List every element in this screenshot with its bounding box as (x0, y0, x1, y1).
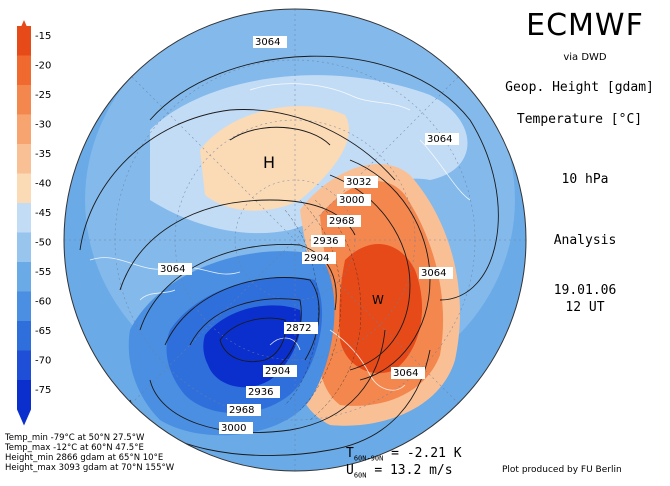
contour-label: 3000 (221, 423, 246, 434)
zonal-wind-index: U60N = 13.2 m/s (346, 463, 453, 480)
stat-temp-min: Temp_min -79°C at 50°N 27.5°W (5, 433, 145, 443)
temperature-colorbar: -15 -20 -25 -30 -35 -40 -45 -50 -55 -60 -65 -70 -75 (17, 20, 51, 426)
polar-temperature-index: T60N-90N = -2.21 K (346, 446, 462, 463)
colorbar-swatch (17, 173, 31, 203)
contour-label: 2968 (229, 405, 254, 416)
colorbar-label: -30 (35, 120, 51, 131)
source-note: via DWD (563, 52, 607, 63)
temp-area-40 (200, 106, 349, 211)
valid-date: 19.01.06 (553, 283, 617, 298)
colorbar-swatch (17, 114, 31, 144)
colorbar-label: -20 (35, 61, 51, 72)
colorbar-label: -65 (35, 326, 51, 337)
parameter-temperature: Temperature [°C] (516, 112, 643, 127)
index-t-label: T (346, 446, 354, 461)
colorbar-label: -75 (35, 385, 51, 396)
temp-area-20 (339, 243, 423, 374)
contour-label: 2968 (329, 216, 354, 227)
parameter-geopotential: Geop. Height [gdam] (505, 80, 654, 95)
index-t-value: = -2.21 K (391, 446, 462, 461)
colorbar-swatch (17, 85, 31, 115)
contour-label: 3064 (421, 268, 446, 279)
warm-center-symbol: W (372, 293, 384, 307)
colorbar-label: -60 (35, 297, 51, 308)
contour-label: 3064 (255, 37, 280, 48)
contour-label: 2872 (286, 323, 311, 334)
index-t-sub: 60N-90N (353, 454, 384, 463)
contour-label: 3064 (427, 134, 452, 145)
colorbar-swatch (17, 380, 31, 410)
contour-labels: 3064 3064 3064 3064 3032 3000 2968 2936 … (158, 36, 459, 434)
colorbar-label: -35 (35, 149, 51, 160)
product-kind: Analysis (553, 233, 617, 248)
colorbar-label: -45 (35, 208, 51, 219)
colorbar-swatch (17, 203, 31, 233)
high-pressure-symbol: H (263, 153, 275, 172)
contour-label: 3032 (346, 177, 371, 188)
colorbar-label: -25 (35, 90, 51, 101)
contour-label: 3000 (339, 195, 364, 206)
colorbar-swatch (17, 144, 31, 174)
stat-height-min: Height_min 2866 gdam at 65°N 10°E (5, 453, 164, 463)
map-outline (63, 8, 527, 472)
contour-label: 3064 (160, 264, 185, 275)
contour-label: 3064 (393, 368, 418, 379)
colorbar-swatch (17, 26, 31, 56)
colorbar-arrow-bottom (17, 409, 31, 426)
colorbar-label: -40 (35, 179, 51, 190)
stat-temp-max: Temp_max -12°C at 60°N 47.5°E (5, 443, 144, 453)
colorbar-label: -55 (35, 267, 51, 278)
index-u-sub: 60N (353, 471, 367, 480)
colorbar-swatch (17, 291, 31, 321)
colorbar-label: -70 (35, 356, 51, 367)
colorbar-swatch (17, 232, 31, 262)
colorbar-swatch (17, 321, 31, 351)
contour-label: 2904 (265, 366, 290, 377)
index-u-value: = 13.2 m/s (374, 463, 453, 478)
contour-label: 2904 (304, 253, 329, 264)
colorbar-swatch (17, 55, 31, 85)
contour-label: 2936 (313, 236, 338, 247)
contour-label: 2936 (248, 387, 273, 398)
brand-title: ECMWF (526, 8, 644, 43)
credit-note: Plot produced by FU Berlin (502, 465, 622, 475)
pressure-level: 10 hPa (561, 172, 609, 187)
index-u-label: U (346, 463, 354, 478)
colorbar-label: -15 (35, 31, 51, 42)
valid-time: 12 UT (565, 300, 605, 315)
stat-height-max: Height_max 3093 gdam at 70°N 155°W (5, 463, 175, 473)
colorbar-swatch (17, 350, 31, 380)
colorbar-swatch (17, 262, 31, 292)
colorbar-label: -50 (35, 238, 51, 249)
